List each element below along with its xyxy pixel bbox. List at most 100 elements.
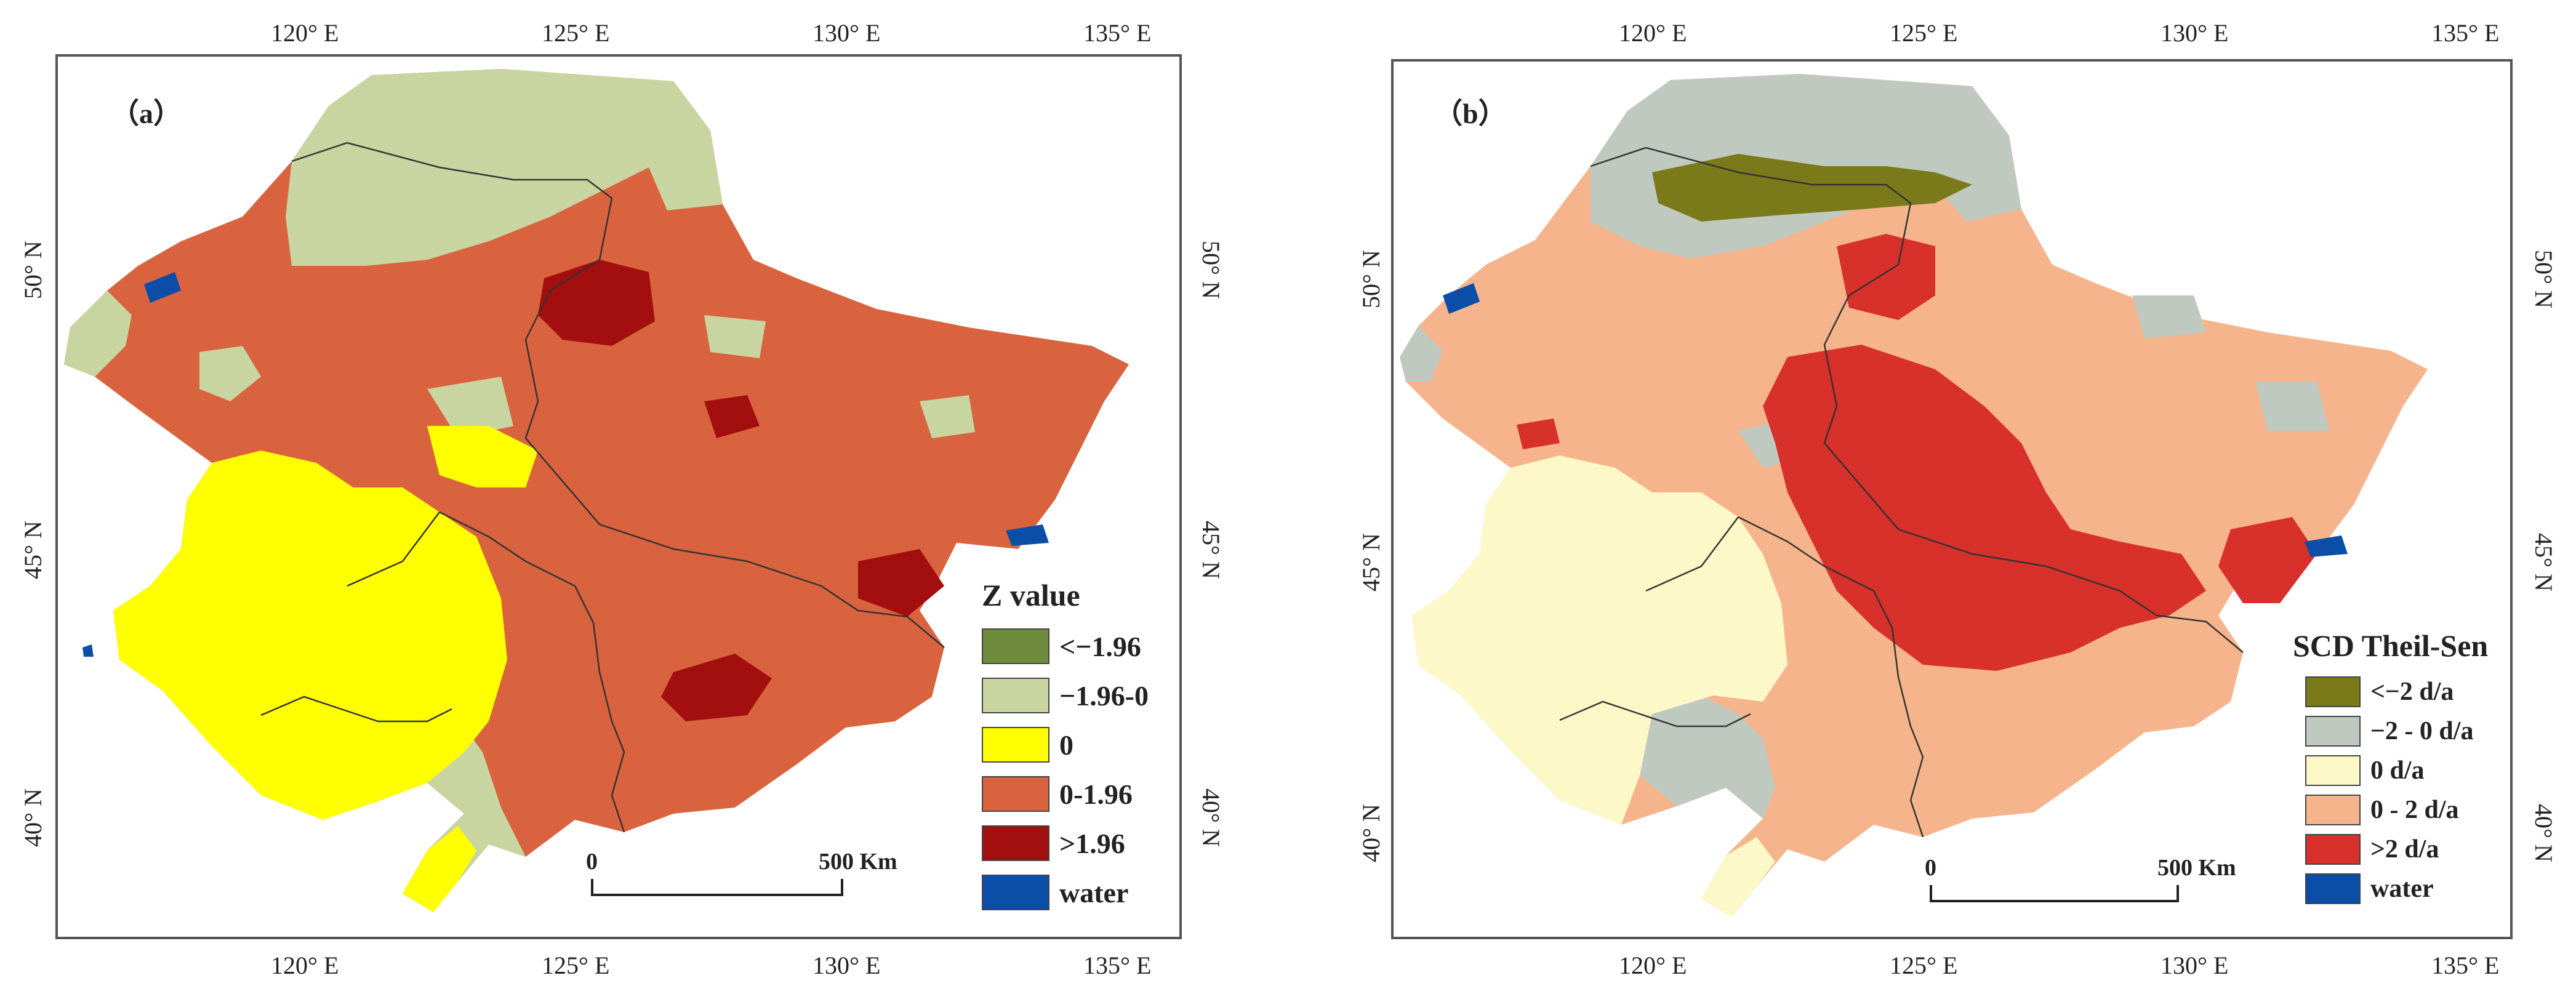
region-zero — [113, 451, 507, 820]
region-neg2-0-south — [1640, 695, 1775, 819]
right-lat-label: 50° N — [1197, 241, 1225, 299]
region-light-green-north — [286, 69, 723, 266]
legend-swatch — [982, 678, 1049, 713]
legend-item: 0 d/a — [2305, 751, 2488, 790]
region-zero-south — [1701, 837, 1775, 917]
legend-item: −1.96-0 — [982, 671, 1149, 720]
map-frame — [1391, 59, 2513, 939]
water-body — [1443, 283, 1480, 314]
legend-label: water — [1059, 876, 1129, 908]
top-lon-label: 130° E — [813, 19, 881, 47]
region-gt-1.96 — [661, 654, 772, 721]
region-gt-1.96 — [538, 260, 655, 346]
legend-swatch — [2305, 716, 2361, 747]
bottom-lon-label: 135° E — [1083, 952, 1152, 979]
legend-swatch — [982, 825, 1049, 861]
left-lat-label: 50° N — [1357, 250, 1385, 308]
legend-item: 0 — [982, 720, 1149, 769]
northeast-china-map — [1400, 74, 2428, 917]
panel-label: （a） — [111, 98, 182, 129]
region-light-green-patch — [199, 346, 261, 401]
legend-label: 0 — [1059, 729, 1073, 761]
top-lon-label: 125° E — [542, 19, 610, 47]
bottom-lon-label: 130° E — [2161, 952, 2229, 979]
top-lon-label: 125° E — [1890, 19, 1958, 47]
legend-label: <−1.96 — [1059, 630, 1141, 662]
right-lat-label: 40° N — [1197, 788, 1225, 847]
legend-item: −2 - 0 d/a — [2305, 711, 2488, 751]
legend-swatch — [2305, 834, 2361, 865]
left-lat-label: 50° N — [18, 241, 47, 299]
scale-bar: 0 500 Km — [1925, 854, 2236, 910]
legend-swatch — [2305, 795, 2361, 825]
water-body — [2305, 535, 2348, 557]
top-lon-label: 130° E — [2161, 19, 2229, 47]
bottom-lon-label: 135° E — [2431, 952, 2500, 979]
region-zero-patch — [427, 426, 538, 487]
top-lon-label: 135° E — [1083, 19, 1152, 47]
map-panel-b: 120° E 125° E 130° E 135° E 120° E 125° … — [1286, 0, 2576, 1002]
legend-item: >2 d/a — [2305, 830, 2488, 869]
legend-label: −2 - 0 d/a — [2370, 717, 2474, 745]
province-boundaries — [1559, 146, 2244, 838]
legend-label: >1.96 — [1059, 827, 1125, 859]
legend-label: 0 d/a — [2370, 756, 2425, 785]
region-neg2-0-patch — [2255, 382, 2329, 431]
legend-title: Z value — [982, 578, 1080, 612]
map-frame — [55, 54, 1182, 939]
right-lat-label: 45° N — [1197, 521, 1225, 579]
northeast-china-map — [64, 69, 1129, 912]
legend-item: 0 - 2 d/a — [2305, 790, 2488, 830]
region-zero-south — [403, 826, 476, 912]
scale-bar: 0 500 Km — [586, 848, 897, 904]
region-light-green-west — [64, 291, 132, 377]
right-lat-label: 50° N — [2529, 250, 2558, 308]
legend-item: 0-1.96 — [982, 769, 1149, 819]
legend-label: <−2 d/a — [2370, 678, 2454, 706]
legend-title: SCD Theil-Sen — [2293, 628, 2489, 663]
water-body — [144, 272, 181, 303]
legend-label: >2 d/a — [2370, 835, 2439, 864]
region-light-green-patch — [427, 377, 513, 438]
region-light-green-patch — [920, 395, 975, 438]
region-gt2 — [1517, 419, 1560, 449]
bottom-lon-label: 120° E — [271, 952, 339, 979]
right-lat-label: 45° N — [2529, 533, 2558, 591]
top-lon-label: 135° E — [2431, 19, 2500, 47]
province-boundaries — [260, 142, 945, 833]
legend-item: <−2 d/a — [2305, 672, 2488, 711]
legend-swatch — [982, 628, 1049, 664]
scale-line — [591, 879, 843, 896]
region-neg2-0-patch — [2132, 295, 2206, 339]
left-lat-label: 45° N — [1357, 533, 1385, 591]
region-gt-1.96 — [858, 549, 944, 617]
scale-end: 500 Km — [2157, 855, 2236, 881]
legend-swatch — [2305, 755, 2361, 786]
legend: Z value <−1.96 −1.96-0 0 0-1.96 >1.96 wa… — [982, 577, 1149, 917]
bottom-lon-label: 120° E — [1619, 952, 1687, 979]
legend-swatch — [2305, 676, 2361, 707]
left-lat-label: 40° N — [1357, 804, 1385, 862]
legend-item: <−1.96 — [982, 622, 1149, 671]
legend-item: water — [982, 868, 1149, 917]
left-lat-label: 45° N — [18, 521, 47, 579]
bottom-lon-label: 125° E — [1890, 952, 1958, 979]
scale-end: 500 Km — [819, 849, 897, 875]
legend-swatch — [982, 727, 1049, 763]
legend-swatch — [2305, 873, 2361, 904]
scale-line — [1930, 885, 2179, 902]
region-gt2 — [1837, 234, 1935, 320]
top-lon-label: 120° E — [271, 19, 339, 47]
region-gt2 — [2218, 517, 2317, 603]
map-panel-a: 120° E 125° E 130° E 135° E 120° E 125° … — [0, 0, 1280, 1002]
legend: SCD Theil-Sen <−2 d/a −2 - 0 d/a 0 d/a 0… — [2293, 628, 2488, 908]
left-lat-label: 40° N — [18, 788, 47, 847]
water-body — [82, 644, 94, 657]
scale-start: 0 — [586, 849, 598, 875]
water-body — [1006, 524, 1049, 546]
right-lat-label: 40° N — [2529, 804, 2558, 862]
region-neg2-0-west — [1400, 326, 1443, 382]
region-gt-1.96 — [704, 395, 760, 438]
top-lon-label: 120° E — [1619, 19, 1687, 47]
region-light-green-patch — [704, 315, 766, 358]
